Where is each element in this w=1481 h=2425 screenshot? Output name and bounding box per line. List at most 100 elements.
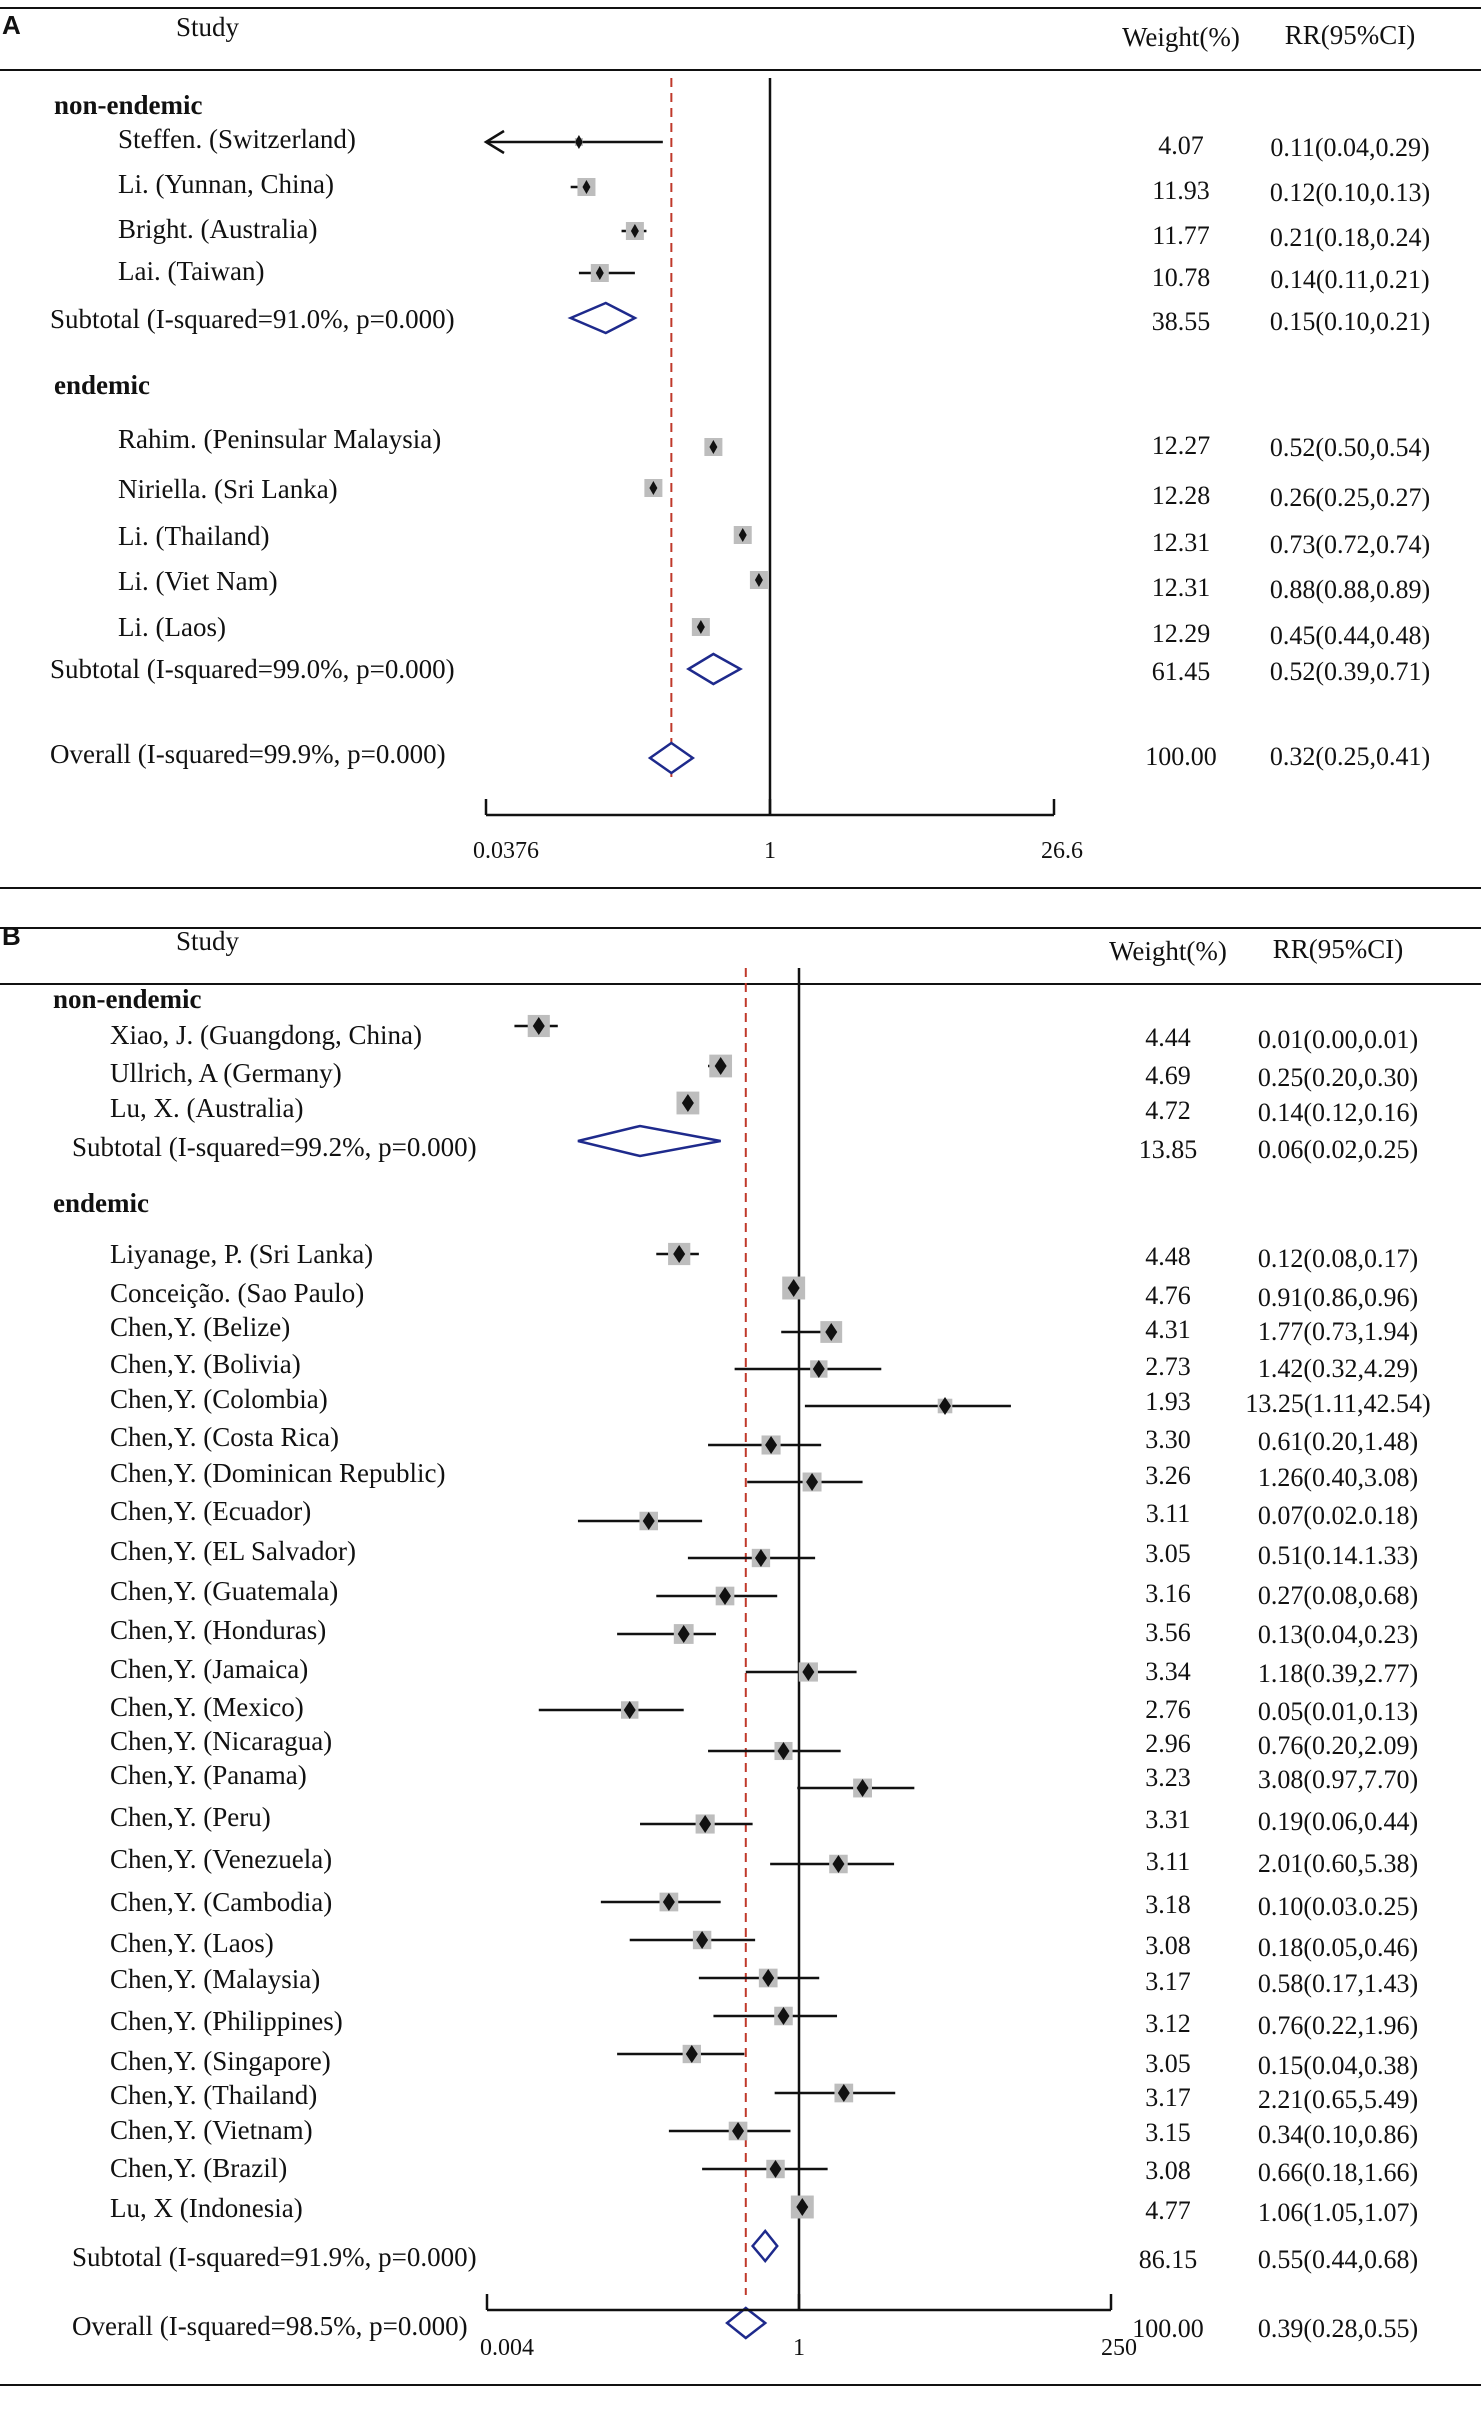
point-estimate: [709, 440, 718, 454]
x-tick-label: 250: [1101, 2335, 1137, 2361]
study-ci: 2.21(0.65,5.49): [1258, 2085, 1418, 2114]
point-estimate: [681, 1094, 694, 1112]
study-ci: 1.42(0.32,4.29): [1258, 1354, 1418, 1383]
study-label: Li. (Thailand): [118, 521, 269, 551]
study-ci: 0.58(0.17,1.43): [1258, 1969, 1418, 1998]
study-weight: 11.77: [1152, 221, 1210, 250]
study-weight: 3.05: [1145, 2049, 1191, 2078]
study-label: Lu, X. (Australia): [110, 1093, 303, 1123]
study-label: Chen,Y. (Bolivia): [110, 1349, 301, 1379]
point-estimate: [719, 1587, 732, 1605]
overall-weight: 100.00: [1132, 2314, 1204, 2343]
subtotal-ci: 0.52(0.39,0.71): [1270, 657, 1430, 686]
ci-arrow: [483, 129, 505, 155]
study-weight: 4.48: [1145, 1242, 1191, 1271]
point-estimate: [787, 1279, 800, 1297]
study-ci: 0.45(0.44,0.48): [1270, 621, 1430, 650]
study-label: Chen,Y. (Jamaica): [110, 1654, 308, 1684]
study-label: Chen,Y. (Malaysia): [110, 1964, 320, 1994]
header-weight: Weight(%): [1122, 22, 1240, 52]
study-label: Ullrich, A (Germany): [110, 1058, 342, 1088]
study-ci: 0.19(0.06,0.44): [1258, 1807, 1418, 1836]
study-weight: 3.11: [1146, 1847, 1191, 1876]
point-estimate: [738, 528, 747, 542]
study-ci: 1.18(0.39,2.77): [1258, 1659, 1418, 1688]
point-estimate: [762, 1969, 775, 1987]
point-estimate: [769, 2160, 782, 2178]
study-ci: 0.91(0.86,0.96): [1258, 1283, 1418, 1312]
study-label: Niriella. (Sri Lanka): [118, 474, 338, 504]
subtotal-weight: 86.15: [1139, 2245, 1198, 2274]
point-estimate: [582, 180, 591, 194]
subtotal-label: Subtotal (I-squared=91.0%, p=0.000): [50, 304, 455, 334]
x-tick-label: 0.0376: [473, 838, 539, 864]
study-weight: 3.15: [1145, 2118, 1191, 2147]
study-ci: 0.12(0.10,0.13): [1270, 178, 1430, 207]
study-ci: 0.26(0.25,0.27): [1270, 483, 1430, 512]
subtotal-ci: 0.15(0.10,0.21): [1270, 307, 1430, 336]
group-header: non-endemic: [54, 90, 203, 120]
study-weight: 4.44: [1145, 1023, 1191, 1052]
study-label: Steffen. (Switzerland): [118, 124, 356, 154]
x-tick-label: 26.6: [1041, 838, 1083, 864]
study-ci: 0.13(0.04,0.23): [1258, 1620, 1418, 1649]
study-weight: 4.72: [1145, 1096, 1191, 1125]
study-ci: 0.51(0.14.1.33): [1258, 1541, 1418, 1570]
overall-ci: 0.39(0.28,0.55): [1258, 2314, 1418, 2343]
study-label: Li. (Yunnan, China): [118, 169, 334, 199]
study-weight: 3.05: [1145, 1539, 1191, 1568]
study-label: Chen,Y. (EL Salvador): [110, 1536, 356, 1566]
point-estimate: [812, 1360, 825, 1378]
header-rr: RR(95%CI): [1285, 20, 1416, 50]
study-ci: 0.76(0.20,2.09): [1258, 1731, 1418, 1760]
study-weight: 12.29: [1152, 619, 1211, 648]
point-estimate: [856, 1779, 869, 1797]
point-estimate: [673, 1245, 686, 1263]
point-estimate: [837, 2084, 850, 2102]
subtotal-diamond: [577, 1124, 721, 1158]
point-estimate: [765, 1436, 778, 1454]
point-estimate: [699, 1815, 712, 1833]
study-weight: 3.17: [1145, 1967, 1191, 1996]
study-weight: 2.73: [1145, 1352, 1191, 1381]
panel-label: B: [2, 921, 21, 951]
study-weight: 3.12: [1145, 2009, 1191, 2038]
point-estimate: [832, 1855, 845, 1873]
study-label: Chen,Y. (Mexico): [110, 1692, 304, 1722]
study-weight: 12.31: [1152, 528, 1211, 557]
point-estimate: [777, 1742, 790, 1760]
study-ci: 1.77(0.73,1.94): [1258, 1317, 1418, 1346]
group-header: endemic: [54, 370, 150, 400]
study-ci: 0.11(0.04,0.29): [1270, 133, 1429, 162]
subtotal-diamond: [686, 652, 743, 686]
study-ci: 0.05(0.01,0.13): [1258, 1697, 1418, 1726]
study-weight: 4.07: [1158, 131, 1204, 160]
study-ci: 0.34(0.10,0.86): [1258, 2120, 1418, 2149]
point-estimate: [777, 2007, 790, 2025]
study-ci: 0.12(0.08,0.17): [1258, 1244, 1418, 1273]
study-ci: 0.18(0.05,0.46): [1258, 1933, 1418, 1962]
study-weight: 3.18: [1145, 1890, 1191, 1919]
study-ci: 0.07(0.02.0.18): [1258, 1501, 1418, 1530]
study-weight: 3.08: [1145, 1931, 1191, 1960]
point-estimate: [677, 1625, 690, 1643]
study-label: Lai. (Taiwan): [118, 256, 265, 286]
study-label: Chen,Y. (Panama): [110, 1760, 307, 1790]
study-label: Li. (Viet Nam): [118, 566, 278, 596]
overall-ci: 0.32(0.25,0.41): [1270, 742, 1430, 771]
study-label: Lu, X (Indonesia): [110, 2193, 303, 2223]
point-estimate: [696, 620, 705, 634]
subtotal-label: Subtotal (I-squared=99.2%, p=0.000): [72, 1132, 477, 1162]
study-weight: 4.31: [1145, 1315, 1191, 1344]
study-ci: 0.76(0.22,1.96): [1258, 2011, 1418, 2040]
study-weight: 3.16: [1145, 1579, 1191, 1608]
study-label: Chen,Y. (Brazil): [110, 2153, 287, 2183]
subtotal-diamond: [750, 2229, 779, 2263]
study-weight: 12.28: [1152, 481, 1211, 510]
overall-diamond: [647, 741, 695, 775]
subtotal-label: Subtotal (I-squared=99.0%, p=0.000): [50, 654, 455, 684]
study-ci: 2.01(0.60,5.38): [1258, 1849, 1418, 1878]
header-study: Study: [176, 926, 240, 956]
x-tick-label: 1: [764, 838, 776, 864]
